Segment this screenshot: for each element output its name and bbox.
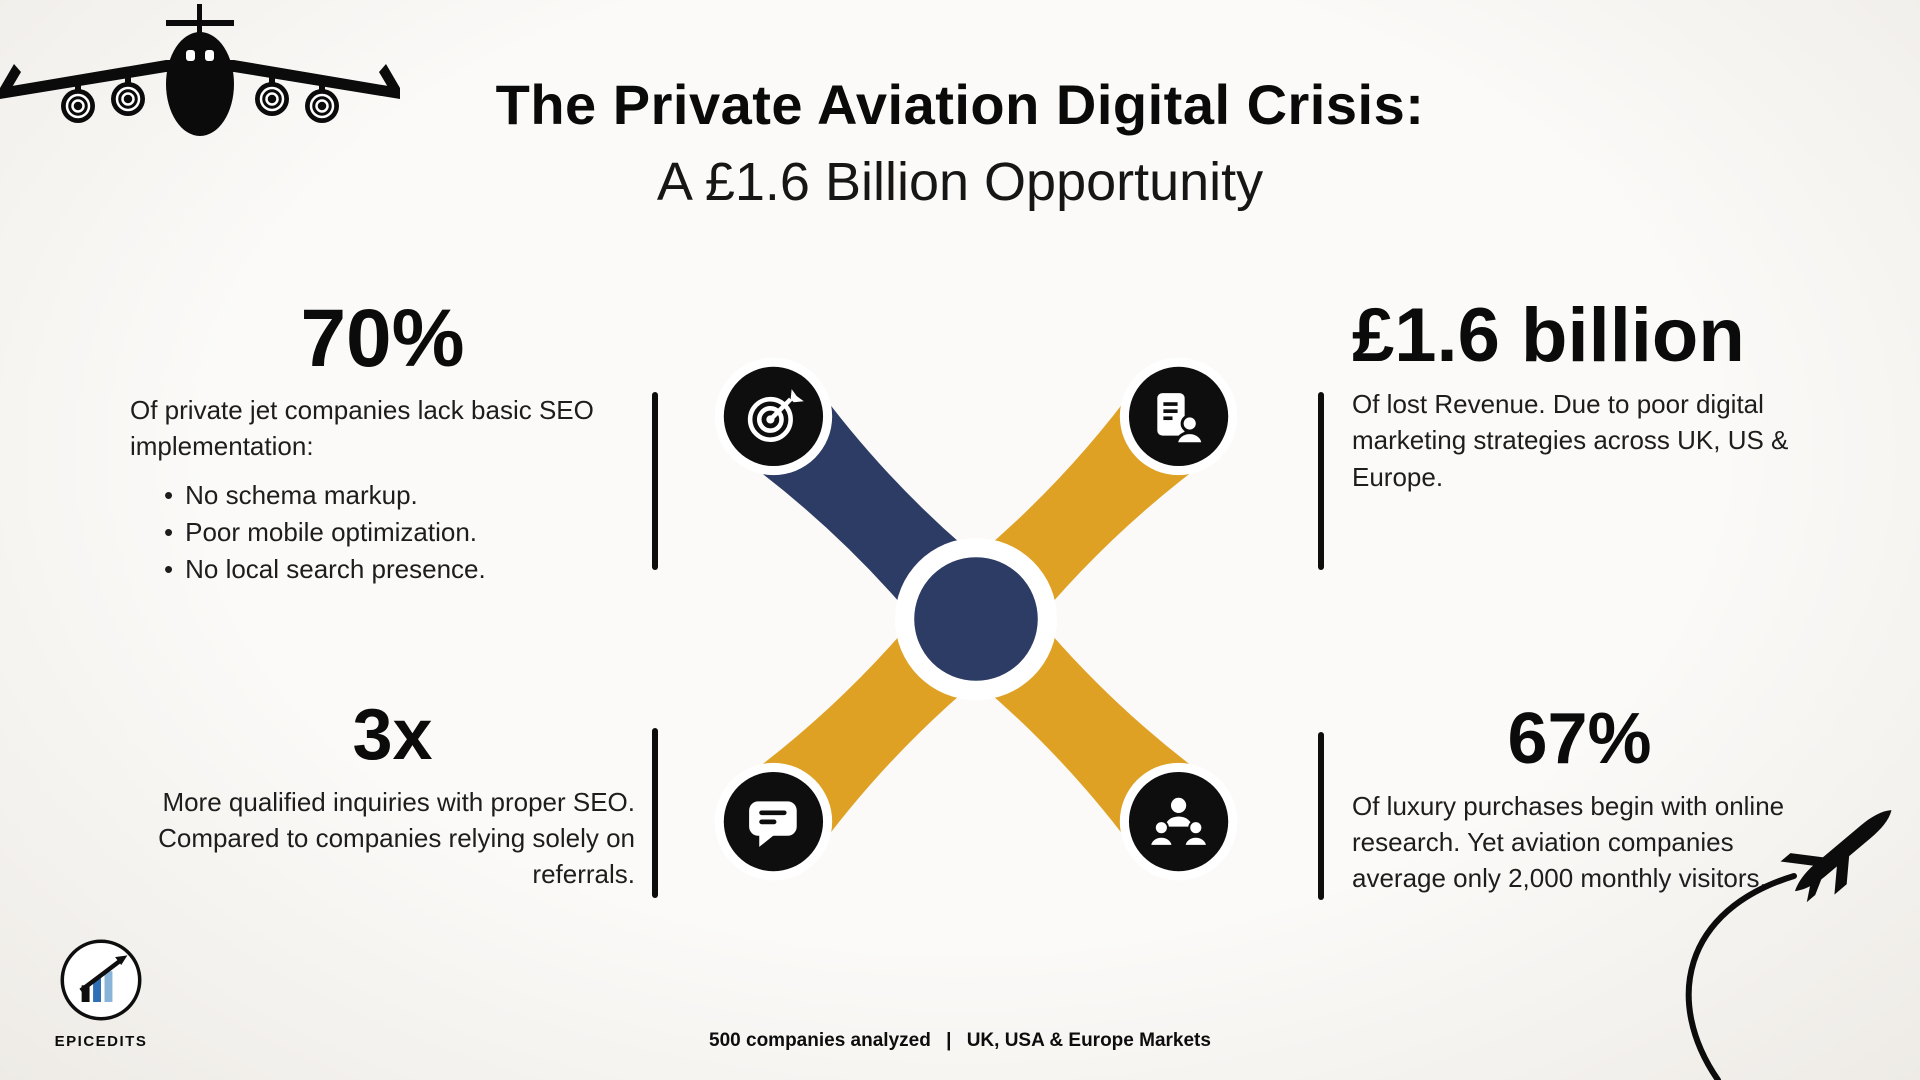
stat-block-online-research: 67% Of luxury purchases begin with onlin… bbox=[1352, 699, 1807, 897]
stat-value-seo-gap: 70% bbox=[300, 293, 465, 384]
brand-name: EPICEDITS bbox=[54, 1033, 148, 1050]
divider-bar-top-left bbox=[652, 392, 658, 570]
epicedits-logo-icon bbox=[60, 939, 142, 1021]
stat-description-seo-gap: Of private jet companies lack basic SEO … bbox=[130, 395, 594, 462]
jet-silhouette-icon bbox=[1685, 810, 1892, 1080]
seo-issues-list: No schema markup. Poor mobile optimizati… bbox=[130, 477, 635, 588]
footer-sample: 500 companies analyzed bbox=[709, 1030, 931, 1051]
stat-block-inquiries: 3x More qualified inquiries with proper … bbox=[150, 695, 635, 893]
central-x-diagram bbox=[714, 357, 1238, 881]
target-icon bbox=[714, 357, 833, 476]
brand-logo-block: EPICEDITS bbox=[36, 936, 166, 1050]
divider-bar-bottom-right bbox=[1318, 732, 1324, 900]
team-icon bbox=[1119, 762, 1238, 881]
stat-description-lost-revenue: Of lost Revenue. Due to poor digital mar… bbox=[1352, 388, 1789, 492]
stat-value-online-research: 67% bbox=[1507, 699, 1652, 779]
center-hub bbox=[914, 557, 1038, 681]
list-item-mobile: Poor mobile optimization. bbox=[164, 514, 635, 551]
footer-separator: | bbox=[946, 1030, 952, 1051]
list-item-schema: No schema markup. bbox=[164, 477, 635, 514]
page-title: The Private Aviation Digital Crisis: bbox=[495, 73, 1425, 136]
stat-description-online-research: Of luxury purchases begin with online re… bbox=[1352, 790, 1785, 894]
divider-bar-bottom-left bbox=[652, 728, 658, 898]
page-subtitle: A £1.6 Billion Opportunity bbox=[656, 152, 1264, 212]
divider-bar-top-right bbox=[1318, 392, 1324, 570]
page-header: The Private Aviation Digital Crisis: A £… bbox=[0, 72, 1920, 213]
stat-value-inquiries: 3x bbox=[352, 695, 433, 775]
contact-card-icon bbox=[1119, 357, 1238, 476]
footer-markets: UK, USA & Europe Markets bbox=[966, 1030, 1211, 1051]
stat-value-lost-revenue: £1.6 billion bbox=[1352, 293, 1745, 378]
airplane-front-icon bbox=[0, 4, 400, 136]
footer-caption: 500 companies analyzed | UK, USA & Europ… bbox=[0, 1030, 1920, 1052]
stat-description-inquiries: More qualified inquiries with proper SEO… bbox=[158, 786, 635, 890]
list-item-local: No local search presence. bbox=[164, 551, 635, 588]
stat-block-lost-revenue: £1.6 billion Of lost Revenue. Due to poo… bbox=[1352, 296, 1822, 495]
swoosh-trail bbox=[1685, 873, 1797, 1080]
stat-block-seo-gap: 70% Of private jet companies lack basic … bbox=[130, 293, 635, 588]
chat-bubble-icon bbox=[714, 762, 833, 881]
